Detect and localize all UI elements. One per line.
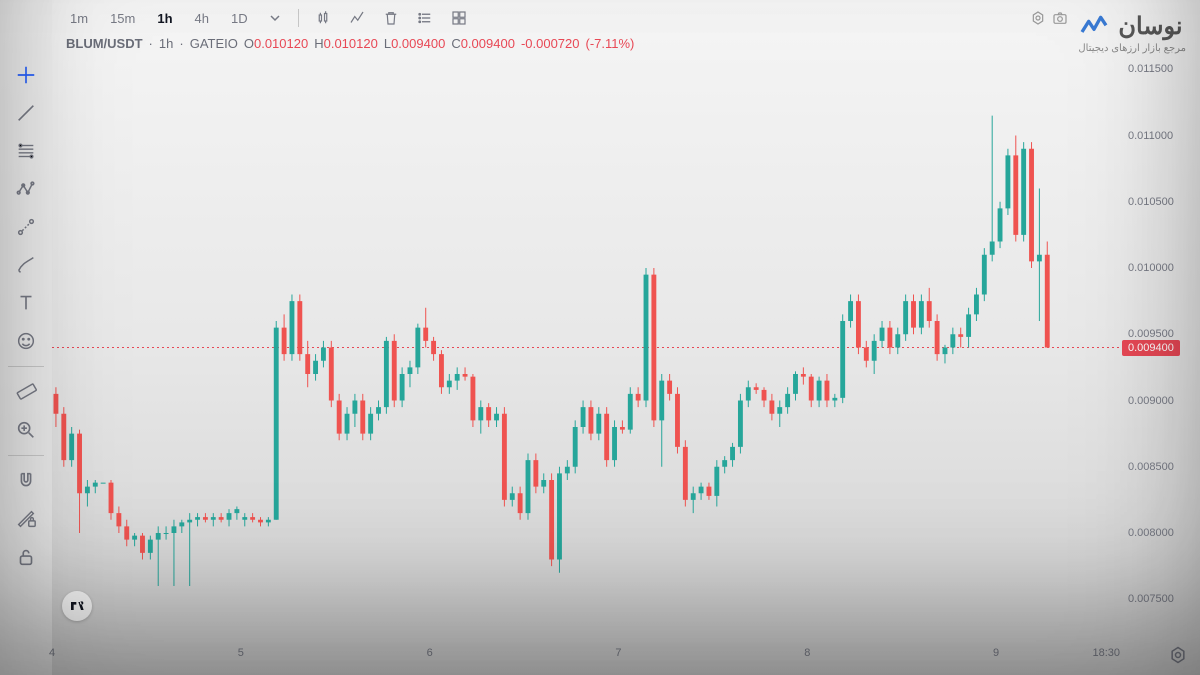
interval-15m[interactable]: 15m (102, 7, 143, 30)
interval-1h[interactable]: 1h (149, 7, 180, 30)
legend-low: 0.009400 (391, 36, 445, 51)
screenshot-icon[interactable] (1052, 10, 1068, 31)
lock-drawings-tool[interactable] (0, 500, 52, 538)
interval-1D[interactable]: 1D (223, 7, 256, 30)
y-tick: 0.008000 (1128, 527, 1174, 539)
fib-tool[interactable] (0, 132, 52, 170)
interval-toolbar: 1m 15m 1h 4h 1D (52, 0, 1200, 36)
y-tick: 0.008500 (1128, 461, 1174, 473)
unlock-tool[interactable] (0, 538, 52, 576)
interval-dropdown-icon[interactable] (262, 7, 288, 30)
layout-icon[interactable] (445, 4, 473, 32)
x-tick: 6 (427, 647, 433, 659)
legend-interval: 1h (159, 36, 173, 51)
crosshair-tool[interactable] (0, 56, 52, 94)
time-axis[interactable]: 4 5 6 7 8 9 18:30 (52, 639, 1122, 675)
chart-legend: BLUM/USDT · 1h · GATEIO O0.010120 H0.010… (66, 36, 634, 51)
interval-4h[interactable]: 4h (187, 7, 217, 30)
y-tick: 0.010000 (1128, 262, 1174, 274)
text-tool[interactable] (0, 284, 52, 322)
legend-change: -0.000720 (521, 36, 580, 51)
candles-icon[interactable] (309, 4, 337, 32)
legend-symbol: BLUM/USDT (66, 36, 143, 51)
interval-1m[interactable]: 1m (62, 7, 96, 30)
legend-high: 0.010120 (324, 36, 378, 51)
x-tick: 7 (615, 647, 621, 659)
legend-open: 0.010120 (254, 36, 308, 51)
price-axis[interactable]: 0.011500 0.011000 0.010500 0.010000 0.009500… (1122, 56, 1200, 639)
legend-exchange: GATEIO (190, 36, 238, 51)
y-tick: 0.009500 (1128, 328, 1174, 340)
x-tick: 4 (49, 647, 55, 659)
axis-settings-icon[interactable] (1168, 645, 1190, 667)
delete-icon[interactable] (377, 4, 405, 32)
y-tick: 0.011000 (1128, 130, 1173, 142)
pattern-tool[interactable] (0, 170, 52, 208)
brand-name: نوسان (1118, 12, 1182, 41)
y-tick: 0.011500 (1128, 63, 1173, 75)
brand: نوسان مرجع بازار ارزهای دیجیتال (1078, 8, 1186, 54)
brand-subtitle: مرجع بازار ارزهای دیجیتال (1078, 43, 1186, 54)
magnet-tool[interactable] (0, 462, 52, 500)
y-tick: 0.010500 (1128, 196, 1174, 208)
zoom-tool[interactable] (0, 411, 52, 449)
current-price-tag: 0.009400 (1122, 340, 1180, 356)
legend-close: 0.009400 (461, 36, 515, 51)
y-tick: 0.007500 (1128, 593, 1174, 605)
y-tick: 0.009000 (1128, 395, 1174, 407)
emoji-tool[interactable] (0, 322, 52, 360)
trendline-tool[interactable] (0, 94, 52, 132)
chart-area[interactable] (52, 56, 1122, 639)
candlestick-chart (52, 56, 1122, 639)
ruler-tool[interactable] (0, 373, 52, 411)
x-tick: 18:30 (1092, 647, 1120, 659)
list-icon[interactable] (411, 4, 439, 32)
drawing-toolbar (0, 0, 52, 675)
x-tick: 8 (804, 647, 810, 659)
x-tick: 9 (993, 647, 999, 659)
legend-change-pct: (-7.11%) (586, 36, 635, 51)
brush-tool[interactable] (0, 246, 52, 284)
projection-tool[interactable] (0, 208, 52, 246)
indicators-icon[interactable] (343, 4, 371, 32)
brand-logo-icon (1078, 8, 1110, 45)
x-tick: 5 (238, 647, 244, 659)
settings-icon[interactable] (1030, 10, 1046, 31)
